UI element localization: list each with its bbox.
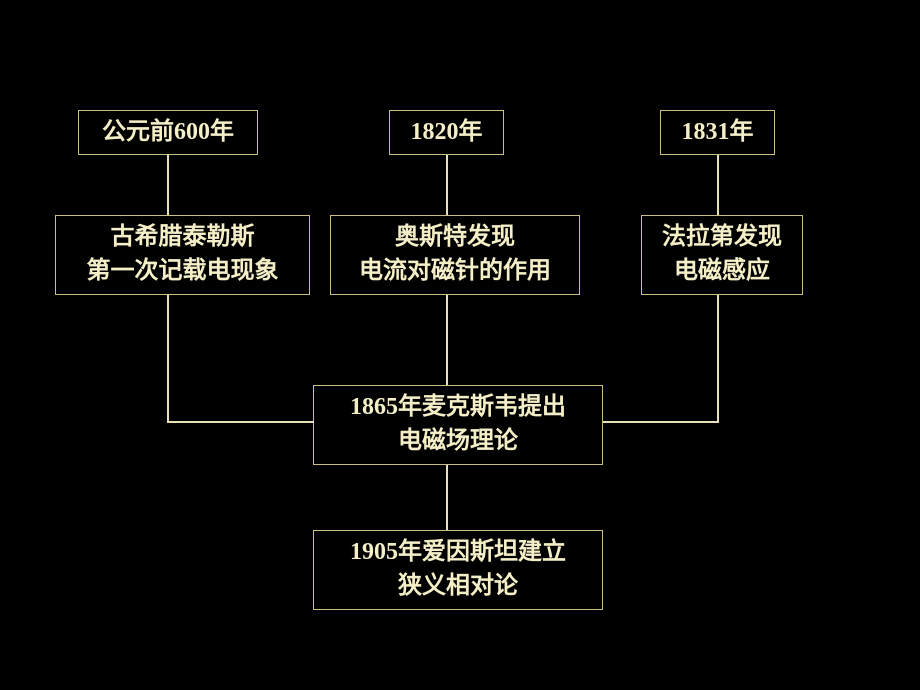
flowchart-node-n6: 法拉第发现 电磁感应 [641,215,803,295]
flowchart-connector-5 [717,295,719,423]
flowchart-node-n4: 古希腊泰勒斯 第一次记载电现象 [55,215,310,295]
flowchart-connector-0 [167,155,169,215]
flowchart-connector-6 [167,421,314,423]
flowchart-connector-3 [167,295,169,423]
flowchart-connector-7 [603,421,719,423]
flowchart-connector-2 [717,155,719,215]
flowchart-node-n7: 1865年麦克斯韦提出 电磁场理论 [313,385,603,465]
flowchart-connector-8 [446,465,448,530]
flowchart-connector-4 [446,295,448,385]
flowchart-node-n3: 1831年 [660,110,775,155]
flowchart-connector-1 [446,155,448,215]
flowchart-node-n5: 奥斯特发现 电流对磁针的作用 [330,215,580,295]
flowchart-node-n1: 公元前600年 [78,110,258,155]
flowchart-node-n2: 1820年 [389,110,504,155]
flowchart-node-n8: 1905年爱因斯坦建立 狭义相对论 [313,530,603,610]
